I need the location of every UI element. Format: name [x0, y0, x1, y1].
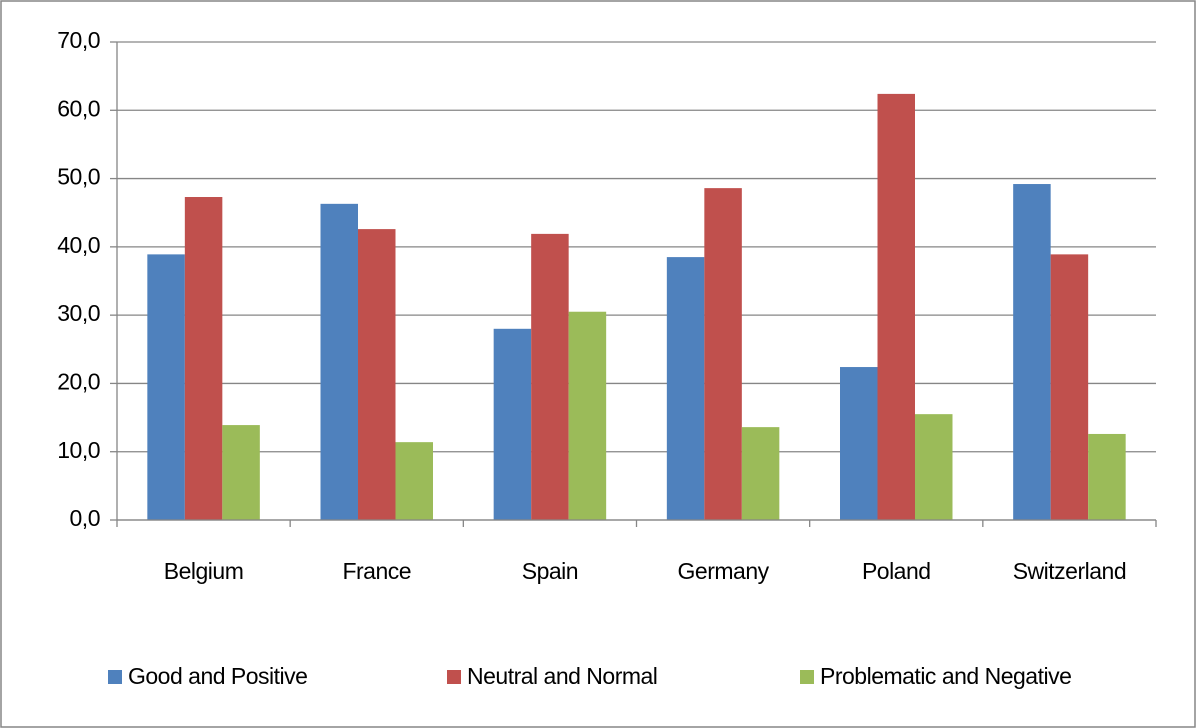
- bar: [493, 328, 532, 520]
- bar: [1013, 184, 1051, 520]
- y-tick-label: 20,0: [57, 369, 100, 395]
- bar: [184, 197, 223, 520]
- bar: [531, 233, 569, 520]
- y-tick-label: 30,0: [57, 300, 100, 326]
- legend-swatch: [447, 670, 461, 684]
- y-tick-label: 50,0: [57, 164, 100, 190]
- x-tick-label: Poland: [862, 558, 931, 584]
- x-tick-label: Spain: [522, 558, 578, 584]
- x-tick-label: Switzerland: [1013, 558, 1126, 584]
- bar: [1088, 433, 1126, 520]
- legend-label: Neutral and Normal: [467, 663, 657, 689]
- x-tick-label: Belgium: [164, 558, 244, 584]
- x-tick-label: France: [342, 558, 411, 584]
- bar: [147, 254, 185, 520]
- legend-label: Problematic and Negative: [820, 663, 1071, 689]
- legend-label: Good and Positive: [128, 663, 307, 689]
- y-tick-label: 70,0: [57, 27, 100, 53]
- bar: [568, 311, 607, 520]
- bar: [395, 442, 433, 520]
- bar: [741, 427, 780, 520]
- y-tick-label: 0,0: [70, 505, 100, 531]
- bar: [222, 425, 260, 520]
- legend-swatch: [108, 670, 122, 684]
- bar: [704, 188, 742, 521]
- bar: [320, 203, 358, 520]
- bar: [840, 367, 878, 520]
- bar: [666, 257, 705, 520]
- legend-swatch: [800, 670, 814, 684]
- y-tick-label: 10,0: [57, 437, 100, 463]
- x-tick-label: Germany: [678, 558, 770, 584]
- bar: [1050, 254, 1089, 520]
- y-tick-label: 40,0: [57, 232, 100, 258]
- bar: [358, 229, 396, 521]
- bar: [915, 414, 953, 520]
- bar: [877, 93, 915, 520]
- y-tick-label: 60,0: [57, 95, 100, 121]
